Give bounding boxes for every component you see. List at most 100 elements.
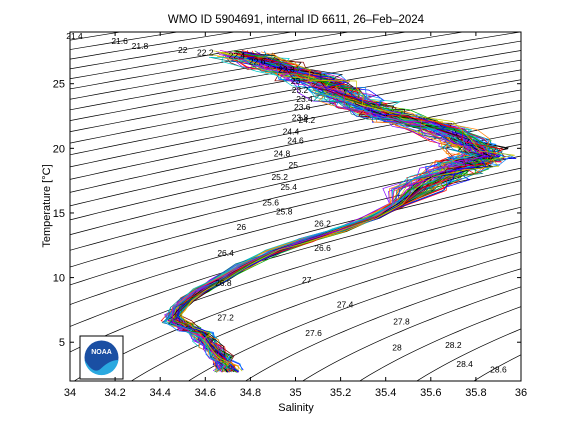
profile-line — [169, 56, 501, 373]
contour-label: 28 — [392, 342, 402, 352]
isopycnal — [130, 235, 521, 381]
density-contour-labels: 21.4 21.6 21.8 22 22.2 22.422.6 22.8 2323.223.4… — [66, 31, 507, 374]
contour-label: 24.4 — [283, 127, 300, 137]
profile-line — [172, 54, 484, 372]
density-contours — [0, 19, 576, 394]
profile-line — [169, 54, 495, 373]
isopycnal — [70, 167, 521, 286]
isopycnal — [70, 32, 466, 100]
profile-line — [180, 57, 504, 370]
contour-label: 22.6 — [249, 57, 266, 67]
isopycnal — [187, 251, 521, 381]
y-axis: 5 10 15 20 25 — [53, 79, 521, 349]
profile-line — [177, 55, 514, 371]
x-tick-label: 34.2 — [104, 387, 125, 399]
profile-line — [167, 54, 475, 372]
contour-label: 27.6 — [305, 328, 322, 338]
isopycnal — [73, 220, 521, 381]
isopycnal — [70, 59, 521, 144]
profile-line — [170, 52, 504, 372]
contour-label: 26.2 — [314, 218, 331, 228]
contour-label: 21.6 — [111, 36, 128, 46]
contour-label: 27.2 — [217, 313, 234, 323]
isopycnal — [301, 286, 521, 381]
profile-line — [173, 56, 500, 373]
chart-title: WMO ID 5904691, internal ID 6611, 26–Feb… — [168, 14, 425, 26]
x-tick-label: 35.4 — [375, 387, 396, 399]
contour-label: 25 — [289, 160, 299, 170]
isopycnal — [569, 19, 576, 394]
isopycnal — [70, 50, 521, 133]
contour-label: 25.8 — [276, 207, 293, 217]
contour-label: 28.4 — [456, 359, 473, 369]
profile-line — [174, 56, 476, 373]
profile-line — [171, 57, 475, 372]
profile-line — [169, 49, 479, 371]
profile-line — [165, 52, 481, 370]
isopycnal — [70, 32, 180, 50]
contour-label: 24.8 — [274, 149, 291, 159]
contour-label: 23.6 — [294, 102, 311, 112]
contour-label: 25.2 — [271, 172, 288, 182]
y-tick-label: 20 — [53, 143, 65, 155]
isopycnal — [0, 19, 30, 394]
contour-label: 26.8 — [215, 278, 232, 288]
y-tick-label: 15 — [53, 208, 65, 220]
x-tick-label: 35.6 — [420, 387, 441, 399]
x-tick-label: 34.4 — [149, 387, 170, 399]
contour-label: 23.8 — [292, 112, 309, 122]
contour-label: 27.4 — [337, 300, 354, 310]
isopycnal — [473, 354, 521, 381]
contour-label: 27.8 — [393, 317, 410, 327]
isopycnal — [70, 32, 521, 111]
contour-label: 24.2 — [299, 115, 316, 125]
profile-line — [172, 51, 474, 373]
x-tick-label: 34.8 — [240, 387, 261, 399]
isopycnal — [244, 268, 521, 381]
contour-label: 22.4 — [229, 50, 246, 60]
x-axis-label: Salinity — [278, 402, 314, 414]
profile-line — [178, 57, 505, 371]
x-axis: 34 34.2 34.4 34.6 34.8 35 35.2 35.4 35.6 35.8 36 — [64, 32, 527, 399]
contour-label: 23.2 — [292, 85, 309, 95]
isopycnal — [70, 40, 521, 121]
profile-line — [164, 51, 478, 372]
noaa-logo-text: NOAA — [91, 349, 112, 356]
x-tick-label: 35 — [289, 387, 301, 399]
y-tick-label: 10 — [53, 273, 65, 285]
isopycnal — [70, 32, 409, 90]
x-tick-label: 35.8 — [465, 387, 486, 399]
x-tick-label: 35.2 — [330, 387, 351, 399]
contour-label: 27 — [302, 275, 312, 285]
isopycnal — [359, 306, 521, 381]
contour-label: 22 — [178, 45, 188, 55]
isopycnal — [70, 180, 521, 305]
contour-label: 24.6 — [287, 136, 304, 146]
x-tick-label: 36 — [515, 387, 527, 399]
contour-label: 21.8 — [132, 41, 149, 51]
profile-line — [180, 56, 515, 372]
profile-line — [164, 57, 473, 372]
isopycnal — [70, 69, 521, 156]
contour-label: 23.4 — [296, 94, 313, 104]
contour-label: 22.2 — [197, 48, 214, 58]
contour-label: 28.2 — [445, 340, 462, 350]
isopycnal — [416, 328, 521, 381]
contour-label: 26 — [237, 222, 247, 232]
contour-label: 28.6 — [490, 364, 507, 374]
profile-lines — [160, 49, 517, 373]
contour-label: 25.6 — [262, 198, 279, 208]
contour-label: 22.8 — [278, 64, 295, 74]
contour-label: 26.4 — [217, 248, 234, 258]
contour-label: 21.4 — [66, 31, 83, 41]
isopycnal — [70, 155, 521, 268]
profile-line — [169, 56, 475, 370]
isopycnal — [70, 193, 521, 327]
isopycnal — [70, 121, 521, 221]
isopycnal — [70, 206, 521, 353]
contour-label: 25.4 — [280, 182, 297, 192]
isopycnal — [70, 132, 521, 236]
isopycnal — [70, 143, 521, 251]
profile-line — [178, 56, 509, 372]
